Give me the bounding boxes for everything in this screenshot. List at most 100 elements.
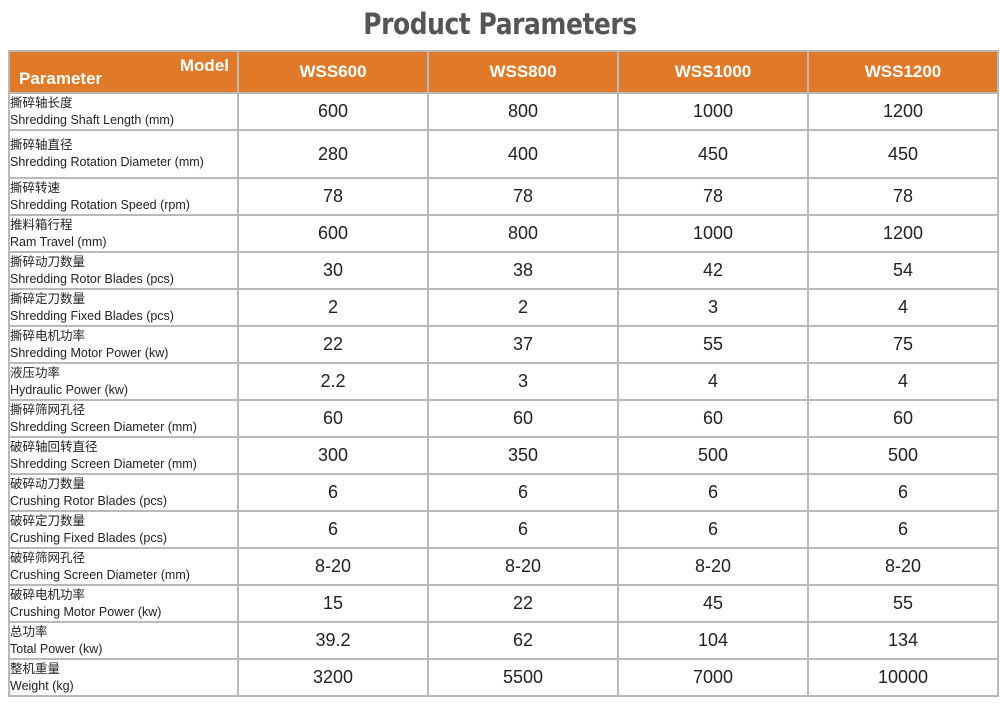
parameter-name-cn: 撕碎动刀数量 xyxy=(10,254,86,269)
parameter-name-cn: 破碎电机功率 xyxy=(10,587,86,602)
value-cell: 2 xyxy=(427,288,619,327)
value-cell: 6 xyxy=(617,473,809,512)
parameter-cell: 推料箱行程 Ram Travel (mm) xyxy=(8,214,239,253)
parameter-cell: 撕碎轴直径 Shredding Rotation Diameter (mm) xyxy=(8,129,239,179)
parameter-cell: 液压功率 Hydraulic Power (kw) xyxy=(8,362,239,401)
value-cell: 1200 xyxy=(807,92,999,131)
value-cell: 78 xyxy=(427,177,619,216)
model-header: WSS600 xyxy=(237,50,429,94)
value-cell: 60 xyxy=(427,399,619,438)
table-row: 撕碎轴直径 Shredding Rotation Diameter (mm) 280… xyxy=(8,129,999,179)
value-cell: 60 xyxy=(807,399,999,438)
value-cell: 600 xyxy=(237,214,429,253)
table-row: 撕碎动刀数量 Shredding Rotor Blades (pcs) 30 38 42… xyxy=(8,251,999,290)
parameter-name-cn: 撕碎轴直径 xyxy=(10,138,73,152)
value-cell: 800 xyxy=(427,214,619,253)
value-cell: 62 xyxy=(427,621,619,660)
table-row: 撕碎定刀数量 Shredding Fixed Blades (pcs) 2 2 3 4 xyxy=(8,288,999,327)
table-row: 破碎定刀数量 Crushing Fixed Blades (pcs) 6 6 6 6 xyxy=(8,510,999,549)
value-cell: 6 xyxy=(807,510,999,549)
value-cell: 6 xyxy=(427,510,619,549)
parameter-name-en: Crushing Motor Power (kw) xyxy=(10,604,162,619)
value-cell: 1200 xyxy=(807,214,999,253)
value-cell: 78 xyxy=(807,177,999,216)
parameter-name-cn: 破碎轴回转直径 xyxy=(10,439,98,454)
value-cell: 8-20 xyxy=(807,547,999,586)
parameter-cell: 总功率 Total Power (kw) xyxy=(8,621,239,660)
table-row: 撕碎转速 Shredding Rotation Speed (rpm) 78 78 78… xyxy=(8,177,999,216)
table-row: 整机重量 Weight (kg) 3200 5500 7000 10000 xyxy=(8,658,999,697)
parameter-name-en: Crushing Rotor Blades (pcs) xyxy=(10,493,168,508)
table-row: 破碎电机功率 Crushing Motor Power (kw) 15 22 45 55 xyxy=(8,584,999,623)
value-cell: 38 xyxy=(427,251,619,290)
value-cell: 8-20 xyxy=(427,547,619,586)
table-row: 破碎筛网孔径 Crushing Screen Diameter (mm) 8-20 8… xyxy=(8,547,999,586)
parameter-name-en: Shredding Rotation Speed (rpm) xyxy=(10,197,190,212)
value-cell: 6 xyxy=(237,510,429,549)
value-cell: 78 xyxy=(237,177,429,216)
table-row: 撕碎筛网孔径 Shredding Screen Diameter (mm) 60 60… xyxy=(8,399,999,438)
parameter-cell: 破碎定刀数量 Crushing Fixed Blades (pcs) xyxy=(8,510,239,549)
parameter-cell: 撕碎定刀数量 Shredding Fixed Blades (pcs) xyxy=(8,288,239,327)
corner-header: Model Parameter xyxy=(8,50,239,94)
parameter-name-en: Weight (kg) xyxy=(10,678,74,693)
parameter-name-en: Shredding Shaft Length (mm) xyxy=(10,112,174,127)
value-cell: 134 xyxy=(807,621,999,660)
value-cell: 450 xyxy=(617,129,809,179)
value-cell: 8-20 xyxy=(237,547,429,586)
corner-parameter-label: Parameter xyxy=(19,69,103,88)
corner-model-label: Model xyxy=(179,56,229,75)
page-title: Product Parameters xyxy=(363,7,637,41)
value-cell: 45 xyxy=(617,584,809,623)
value-cell: 15 xyxy=(237,584,429,623)
table-row: 破碎动刀数量 Crushing Rotor Blades (pcs) 6 6 6 6 xyxy=(8,473,999,512)
parameter-name-en: Ram Travel (mm) xyxy=(10,234,107,249)
value-cell: 37 xyxy=(427,325,619,364)
value-cell: 300 xyxy=(237,436,429,475)
value-cell: 39.2 xyxy=(237,621,429,660)
value-cell: 400 xyxy=(427,129,619,179)
value-cell: 60 xyxy=(237,399,429,438)
value-cell: 6 xyxy=(617,510,809,549)
value-cell: 10000 xyxy=(807,658,999,697)
parameter-cell: 破碎电机功率 Crushing Motor Power (kw) xyxy=(8,584,239,623)
value-cell: 4 xyxy=(807,288,999,327)
parameter-name-en: Shredding Rotation Diameter (mm) xyxy=(10,155,204,169)
parameter-name-en: Shredding Fixed Blades (pcs) xyxy=(10,308,174,323)
value-cell: 60 xyxy=(617,399,809,438)
table-row: 总功率 Total Power (kw) 39.2 62 104 134 xyxy=(8,621,999,660)
value-cell: 30 xyxy=(237,251,429,290)
parameter-name-en: Total Power (kw) xyxy=(10,641,103,656)
value-cell: 6 xyxy=(807,473,999,512)
value-cell: 104 xyxy=(617,621,809,660)
value-cell: 6 xyxy=(427,473,619,512)
table-row: 撕碎轴长度 Shredding Shaft Length (mm) 600 800 10… xyxy=(8,92,999,131)
parameter-cell: 撕碎电机功率 Shredding Motor Power (kw) xyxy=(8,325,239,364)
header-row: Model Parameter WSS600 WSS800 WSS1000 WS… xyxy=(8,50,999,94)
value-cell: 22 xyxy=(237,325,429,364)
value-cell: 55 xyxy=(807,584,999,623)
parameter-cell: 撕碎动刀数量 Shredding Rotor Blades (pcs) xyxy=(8,251,239,290)
parameter-cell: 撕碎筛网孔径 Shredding Screen Diameter (mm) xyxy=(8,399,239,438)
parameter-name-en: Crushing Screen Diameter (mm) xyxy=(10,567,190,582)
parameter-name-cn: 破碎定刀数量 xyxy=(10,513,86,528)
parameter-cell: 破碎动刀数量 Crushing Rotor Blades (pcs) xyxy=(8,473,239,512)
value-cell: 8-20 xyxy=(617,547,809,586)
parameter-cell: 撕碎转速 Shredding Rotation Speed (rpm) xyxy=(8,177,239,216)
parameter-cell: 撕碎轴长度 Shredding Shaft Length (mm) xyxy=(8,92,239,131)
model-header: WSS1000 xyxy=(617,50,809,94)
value-cell: 800 xyxy=(427,92,619,131)
value-cell: 1000 xyxy=(617,214,809,253)
parameter-name-cn: 破碎筛网孔径 xyxy=(10,550,86,565)
parameter-name-cn: 推料箱行程 xyxy=(10,217,73,232)
value-cell: 22 xyxy=(427,584,619,623)
value-cell: 5500 xyxy=(427,658,619,697)
parameter-name-en: Crushing Fixed Blades (pcs) xyxy=(10,530,168,545)
value-cell: 78 xyxy=(617,177,809,216)
parameter-cell: 破碎筛网孔径 Crushing Screen Diameter (mm) xyxy=(8,547,239,586)
value-cell: 54 xyxy=(807,251,999,290)
parameter-name-en: Shredding Rotor Blades (pcs) xyxy=(10,271,174,286)
parameter-cell: 整机重量 Weight (kg) xyxy=(8,658,239,697)
value-cell: 42 xyxy=(617,251,809,290)
value-cell: 55 xyxy=(617,325,809,364)
